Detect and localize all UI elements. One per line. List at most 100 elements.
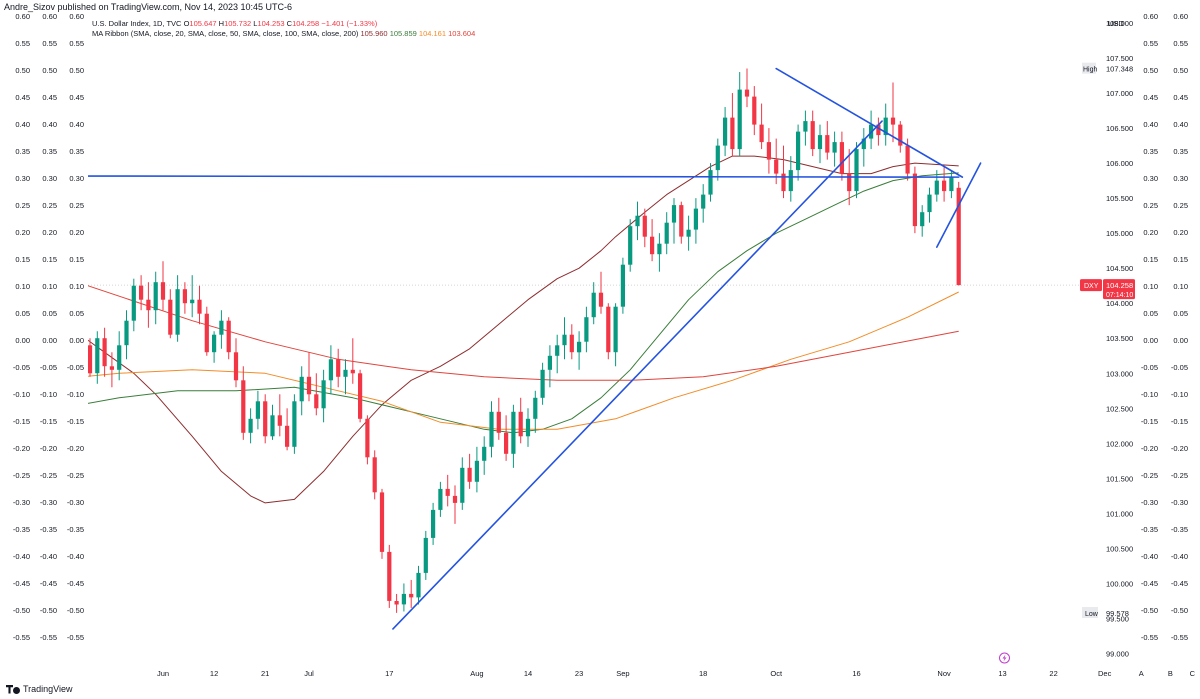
price-tick: 104.500 [1106, 264, 1133, 273]
candle-up [328, 359, 333, 381]
indicator-tick-left-b: -0.20 [40, 444, 57, 453]
symbol-name: U.S. Dollar Index, 1D, TVC [92, 19, 182, 28]
candle-down [102, 338, 107, 367]
candle-up [701, 194, 706, 209]
indicator-tick-left-c: 0.05 [69, 309, 84, 318]
price-tick: 100.000 [1106, 579, 1133, 588]
indicator-tick-right-a: -0.40 [1141, 552, 1158, 561]
indicator-tick-left-b: -0.05 [40, 363, 57, 372]
candle-up [460, 467, 465, 503]
footer: TradingView [6, 684, 73, 694]
candle-down [766, 142, 771, 160]
indicator-tick-left-a: 0.10 [15, 282, 30, 291]
indicator-tick-left-b: -0.55 [40, 633, 57, 642]
trendline [935, 162, 982, 248]
indicator-tick-right-b: 0.10 [1173, 282, 1188, 291]
indicator-tick-right-a: -0.15 [1141, 417, 1158, 426]
candle-down [781, 173, 786, 192]
candle-down [650, 236, 655, 255]
indicator-tick-right-b: -0.05 [1171, 363, 1188, 372]
indicator-tick-left-a: -0.55 [13, 633, 30, 642]
indicator-tick-left-b: -0.15 [40, 417, 57, 426]
time-tick: 13 [998, 669, 1006, 678]
candle-up [854, 149, 859, 192]
indicator-tick-left-c: 0.20 [69, 228, 84, 237]
price-tick: 102.000 [1106, 439, 1133, 448]
low-label: Low [1085, 611, 1099, 618]
indicator-tick-left-b: 0.30 [42, 174, 57, 183]
indicator-tick-left-c: 0.50 [69, 66, 84, 75]
candle-up [175, 289, 180, 335]
candle-down [336, 359, 341, 377]
indicator-tick-left-c: 0.45 [69, 93, 84, 102]
candle-up [737, 89, 742, 150]
indicator-tick-left-b: 0.25 [42, 201, 57, 210]
chart-legend: U.S. Dollar Index, 1D, TVC O105.647 H105… [92, 19, 475, 39]
price-tick: 108.000 [1106, 19, 1133, 28]
time-tick: B [1168, 669, 1173, 678]
candle-up [131, 285, 136, 321]
indicator-tick-left-a: -0.25 [13, 471, 30, 480]
indicator-tick-right-b: 0.60 [1173, 12, 1188, 21]
price-tick: 100.500 [1106, 544, 1133, 553]
indicator-tick-right-a: -0.05 [1141, 363, 1158, 372]
candle-up [562, 334, 567, 346]
candle-up [431, 509, 436, 538]
time-tick: 12 [210, 669, 218, 678]
candle-up [628, 226, 633, 265]
time-tick: 17 [385, 669, 393, 678]
indicator-tick-left-a: -0.35 [13, 525, 30, 534]
indicator-tick-right-b: -0.55 [1171, 633, 1188, 642]
candle-up [686, 229, 691, 237]
candle-up [153, 282, 158, 311]
plot-area [88, 67, 1098, 630]
candle-down [569, 334, 574, 353]
candle-down [839, 142, 844, 174]
candle-down [679, 205, 684, 237]
candle-down [160, 282, 166, 300]
indicator-tick-right-a: 0.35 [1143, 147, 1158, 156]
trendline [775, 67, 964, 178]
candle-down [606, 306, 611, 353]
candle-down [730, 117, 735, 150]
high-label-bg [1082, 62, 1096, 74]
candle-down [452, 495, 458, 503]
candle-up [474, 460, 479, 482]
indicator-tick-right-b: -0.15 [1171, 417, 1188, 426]
candle-down [204, 313, 209, 353]
price-tick: 101.500 [1106, 474, 1133, 483]
candle-up [190, 299, 195, 304]
indicator-tick-right-b: -0.10 [1171, 390, 1188, 399]
candle-up [555, 345, 560, 356]
candle-up [511, 411, 516, 454]
candle-down [233, 352, 239, 381]
indicator-tick-left-b: -0.35 [40, 525, 57, 534]
indicator-tick-left-a: 0.15 [15, 255, 30, 264]
indicator-tick-left-a: 0.50 [15, 66, 30, 75]
time-tick: Oct [770, 669, 783, 678]
candle-down [905, 145, 910, 174]
candle-up [671, 205, 677, 223]
indicator-tick-right-b: 0.45 [1173, 93, 1188, 102]
candle-down [518, 411, 523, 437]
indicator-tick-right-a: -0.35 [1141, 525, 1158, 534]
candle-down [496, 411, 501, 433]
candle-down [372, 457, 377, 493]
indicator-tick-left-a: 0.60 [15, 12, 30, 21]
time-tick: Jul [304, 669, 314, 678]
indicator-tick-right-a: -0.50 [1141, 606, 1158, 615]
indicator-tick-left-a: -0.20 [13, 444, 30, 453]
candle-up [255, 401, 260, 419]
candle-down [810, 121, 815, 150]
candle-down [942, 180, 947, 192]
indicator-tick-left-c: -0.35 [67, 525, 84, 534]
candle-up [657, 243, 662, 255]
indicator-tick-left-c: -0.40 [67, 552, 84, 561]
candle-up [540, 369, 545, 398]
candle-up [438, 488, 443, 510]
candle-up [533, 397, 538, 419]
horizontal-level-line [88, 175, 960, 178]
time-tick: 18 [699, 669, 707, 678]
price-tick: 107.000 [1106, 89, 1133, 98]
